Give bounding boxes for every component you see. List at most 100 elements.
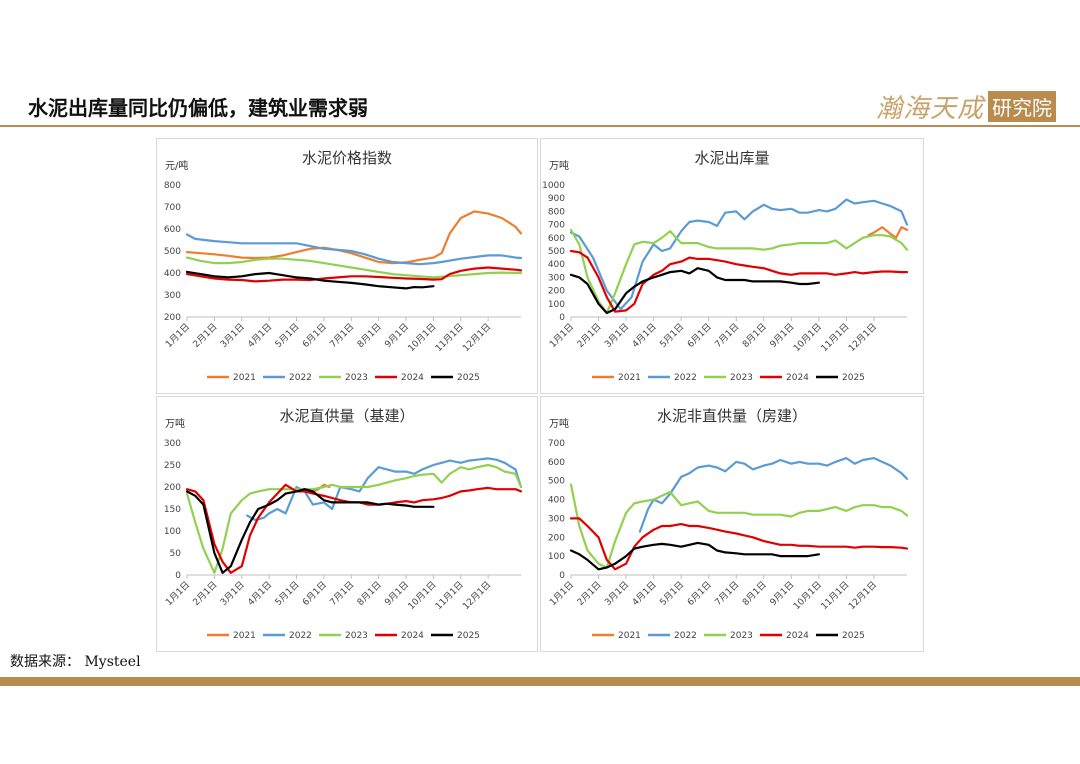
series-line-2021 [867, 226, 909, 239]
legend-label-2025: 2025 [457, 631, 480, 641]
series-line-2022 [569, 198, 909, 311]
legend-label-2023: 2023 [345, 631, 368, 641]
legend-label-2025: 2025 [842, 631, 865, 641]
y-axis-unit: 万吨 [165, 417, 185, 430]
series-line-2022 [185, 233, 523, 266]
y-tick-label: 0 [175, 571, 181, 581]
chart-panel-direct-supply: 水泥直供量（基建） 万吨 0 50 100 150 200 250 300 1月1日 2月1日 3月1… [156, 396, 538, 652]
y-tick-label: 300 [548, 273, 565, 283]
x-tick-label: 2月1日 [191, 321, 220, 350]
y-tick-label: 300 [548, 514, 565, 524]
y-tick-label: 1000 [542, 181, 565, 191]
legend-label-2023: 2023 [730, 631, 753, 641]
y-tick-label: 200 [548, 533, 565, 543]
x-tick-label: 6月1日 [300, 579, 329, 608]
legend-label-2024: 2024 [786, 631, 809, 641]
x-tick-label: 10月1日 [791, 321, 824, 354]
x-tick-label: 4月1日 [246, 321, 275, 350]
x-tick-label: 6月1日 [300, 321, 329, 350]
chart-title: 水泥非直供量（房建） [657, 407, 807, 425]
series-line-2023 [569, 483, 909, 569]
data-source: 数据来源： Mysteel [10, 654, 141, 670]
y-tick-label: 100 [548, 300, 565, 310]
y-tick-label: 400 [548, 260, 565, 270]
y-tick-label: 800 [548, 207, 565, 217]
y-tick-label: 700 [548, 221, 565, 231]
x-tick-label: 1月1日 [164, 321, 193, 350]
x-tick-label: 7月1日 [328, 579, 357, 608]
x-tick-label: 3月1日 [218, 579, 247, 608]
x-tick-label: 5月1日 [273, 321, 302, 350]
x-tick-label: 11月1日 [433, 321, 466, 354]
legend-label-2021: 2021 [618, 631, 641, 641]
title-divider [0, 125, 1080, 127]
x-tick-label: 3月1日 [603, 321, 632, 350]
legend-label-2022: 2022 [289, 373, 312, 383]
x-tick-label: 5月1日 [658, 321, 687, 350]
y-axis-unit: 元/吨 [165, 159, 188, 172]
series-line-2022 [638, 456, 909, 533]
chart-title: 水泥出库量 [694, 149, 769, 167]
x-tick-label: 3月1日 [218, 321, 247, 350]
y-tick-label: 250 [164, 461, 181, 471]
y-tick-label: 200 [164, 313, 181, 323]
legend-label-2022: 2022 [289, 631, 312, 641]
chart-panel-price-index: 水泥价格指数 元/吨 200 300 400 500 600 700 800 1月1日 2月1日 3月… [156, 138, 538, 394]
x-tick-label: 7月1日 [713, 579, 742, 608]
y-axis-unit: 万吨 [549, 159, 569, 172]
direct-supply-chart: 水泥直供量（基建） 万吨 0 50 100 150 200 250 300 1月1日 2月1日 3月1… [164, 407, 523, 641]
x-tick-label: 10月1日 [406, 579, 439, 612]
x-tick-label: 11月1日 [819, 579, 852, 612]
logo-box-text: 研究院 [988, 91, 1056, 122]
x-tick-label: 7月1日 [328, 321, 357, 350]
series-line-2025 [185, 270, 435, 290]
x-tick-label: 8月1日 [355, 579, 384, 608]
series-line-2022 [246, 457, 523, 522]
x-tick-label: 8月1日 [355, 321, 384, 350]
y-tick-label: 150 [164, 505, 181, 515]
y-tick-label: 400 [548, 496, 565, 506]
x-tick-label: 4月1日 [630, 579, 659, 608]
legend-label-2021: 2021 [618, 373, 641, 383]
y-tick-label: 700 [164, 203, 181, 213]
legend-label-2021: 2021 [233, 373, 256, 383]
x-tick-label: 3月1日 [603, 579, 632, 608]
x-tick-label: 5月1日 [273, 579, 302, 608]
legend-label-2025: 2025 [842, 373, 865, 383]
y-tick-label: 200 [164, 483, 181, 493]
series-line-2021 [185, 210, 523, 265]
y-tick-label: 300 [164, 439, 181, 449]
legend-label-2024: 2024 [401, 631, 424, 641]
y-tick-label: 600 [548, 234, 565, 244]
y-tick-label: 600 [548, 458, 565, 468]
x-tick-label: 12月1日 [461, 579, 494, 612]
series-line-2025 [569, 541, 820, 571]
x-tick-label: 10月1日 [791, 579, 824, 612]
chart-title: 水泥价格指数 [302, 149, 392, 167]
non-direct-supply-chart: 水泥非直供量（房建） 万吨 0 100 200 300 400 500 600 700 1月1日 2月… [548, 407, 909, 641]
slide-title: 水泥出库量同比仍偏低，建筑业需求弱 [28, 96, 368, 120]
x-tick-label: 4月1日 [246, 579, 275, 608]
y-tick-label: 500 [548, 247, 565, 257]
x-tick-label: 4月1日 [630, 321, 659, 350]
chart-panel-shipments: 水泥出库量 万吨 0 100 200 300 400 500 600 700 800 900 1000 1… [540, 138, 924, 394]
series-line-2025 [185, 488, 435, 574]
y-tick-label: 600 [164, 225, 181, 235]
y-tick-label: 700 [548, 439, 565, 449]
x-tick-label: 2月1日 [575, 579, 604, 608]
x-tick-label: 6月1日 [685, 321, 714, 350]
legend-label-2023: 2023 [730, 373, 753, 383]
chart-title: 水泥直供量（基建） [279, 407, 414, 425]
x-tick-label: 2月1日 [575, 321, 604, 350]
y-axis-unit: 万吨 [549, 417, 569, 430]
x-tick-label: 11月1日 [433, 579, 466, 612]
x-tick-label: 1月1日 [548, 579, 577, 608]
legend-label-2022: 2022 [674, 373, 697, 383]
series-line-2024 [569, 249, 909, 313]
x-tick-label: 2月1日 [191, 579, 220, 608]
series-line-2023 [569, 228, 909, 315]
x-tick-label: 1月1日 [164, 579, 193, 608]
x-tick-label: 7月1日 [713, 321, 742, 350]
legend-label-2024: 2024 [786, 373, 809, 383]
x-tick-label: 8月1日 [740, 579, 769, 608]
